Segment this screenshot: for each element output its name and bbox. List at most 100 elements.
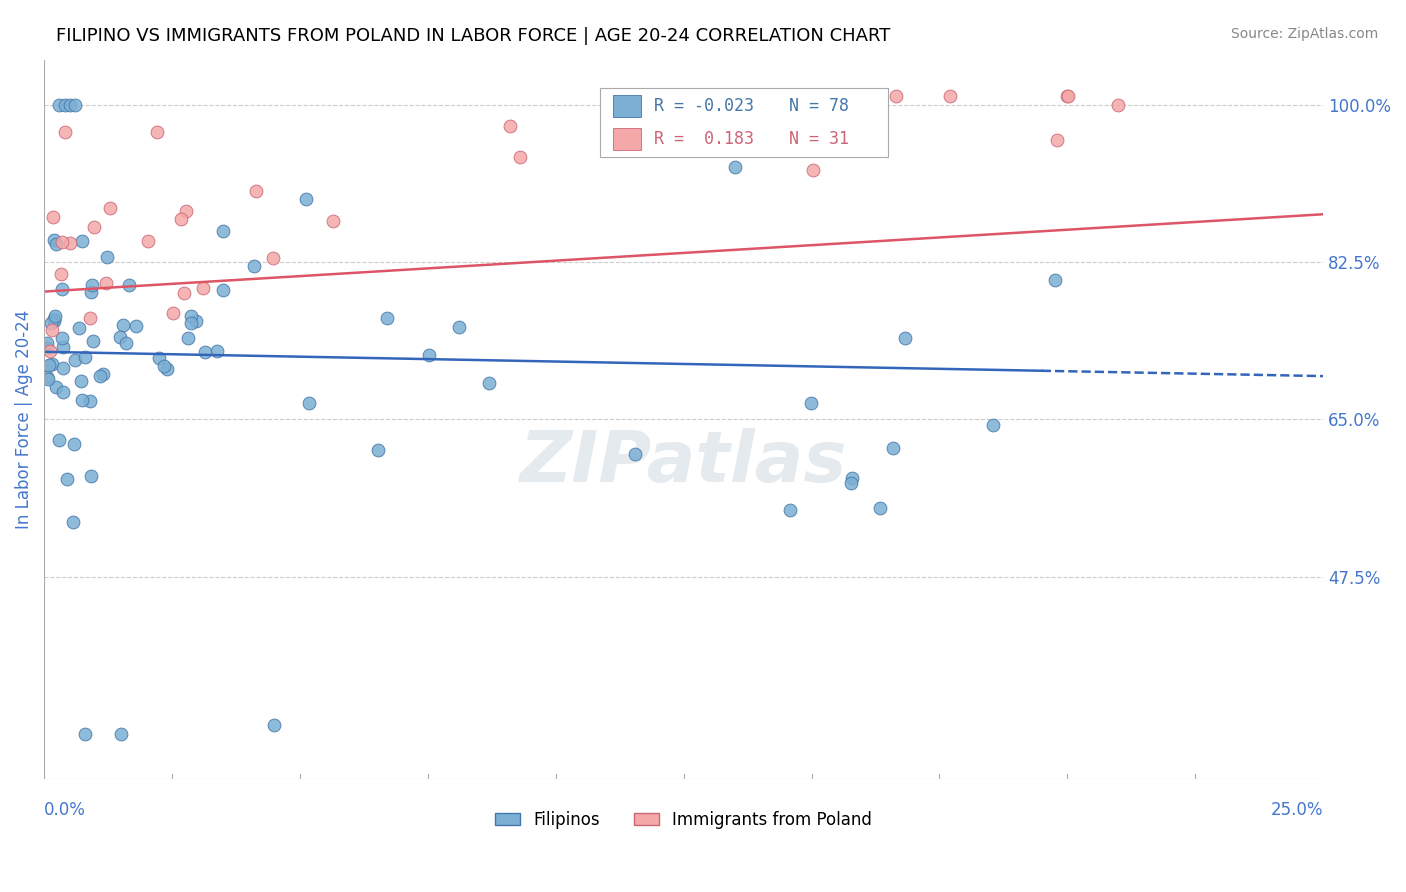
Point — [295, 192, 318, 206]
Point — [42, 210, 65, 224]
Text: N = 78: N = 78 — [789, 97, 848, 115]
Point — [148, 351, 170, 365]
Point — [51, 282, 73, 296]
Point — [800, 396, 823, 410]
Point — [91, 368, 114, 382]
Point — [180, 316, 202, 330]
Point — [724, 161, 747, 175]
Point — [59, 235, 82, 250]
Point — [79, 310, 101, 325]
Point — [80, 469, 103, 483]
Point — [322, 214, 344, 228]
Point — [1108, 97, 1130, 112]
Point — [839, 475, 862, 490]
Point — [882, 442, 904, 456]
Point — [180, 309, 202, 323]
Point — [156, 362, 179, 376]
Point — [65, 353, 87, 368]
Point — [38, 359, 60, 373]
Point — [117, 277, 139, 292]
Point — [176, 330, 198, 344]
Point — [80, 285, 103, 299]
Point — [262, 252, 284, 266]
Point — [124, 319, 146, 334]
Point — [45, 380, 67, 394]
Point — [94, 277, 117, 291]
Point — [478, 376, 501, 390]
Point — [983, 417, 1005, 432]
Point — [152, 359, 174, 373]
Text: 25.0%: 25.0% — [1271, 801, 1323, 820]
Point — [96, 250, 118, 264]
Text: N = 31: N = 31 — [789, 130, 848, 148]
Point — [245, 185, 267, 199]
Point — [211, 224, 233, 238]
Text: ZIPatlas: ZIPatlas — [520, 428, 848, 497]
FancyBboxPatch shape — [613, 95, 641, 117]
Point — [89, 368, 111, 383]
Point — [173, 286, 195, 301]
Point — [42, 314, 65, 328]
Point — [801, 163, 824, 178]
Point — [56, 472, 79, 486]
Point — [1056, 88, 1078, 103]
Point — [212, 283, 235, 297]
Point — [162, 306, 184, 320]
Point — [53, 124, 76, 138]
Point — [39, 317, 62, 331]
Text: Source: ZipAtlas.com: Source: ZipAtlas.com — [1230, 27, 1378, 41]
FancyBboxPatch shape — [613, 128, 641, 150]
Point — [44, 237, 66, 252]
Point — [111, 318, 134, 333]
Point — [1046, 133, 1069, 147]
Point — [623, 447, 645, 461]
Point — [59, 97, 82, 112]
Point — [110, 727, 132, 741]
Point — [894, 331, 917, 345]
Point — [44, 233, 66, 247]
Point — [44, 312, 66, 326]
Point — [499, 120, 522, 134]
Point — [41, 357, 63, 371]
Text: 0.0%: 0.0% — [44, 801, 86, 820]
Point — [1043, 273, 1066, 287]
Point — [70, 234, 93, 248]
Point — [115, 336, 138, 351]
Point — [73, 727, 96, 741]
Point — [62, 437, 84, 451]
Point — [80, 278, 103, 293]
Point — [869, 500, 891, 515]
Y-axis label: In Labor Force | Age 20-24: In Labor Force | Age 20-24 — [15, 310, 32, 529]
Point — [63, 97, 86, 112]
Point — [35, 370, 58, 384]
Point — [939, 88, 962, 103]
Point — [375, 311, 398, 326]
Point — [884, 88, 907, 103]
Point — [174, 204, 197, 219]
Point — [98, 201, 121, 215]
Point — [48, 97, 70, 112]
Point — [110, 330, 132, 344]
Text: R =  0.183: R = 0.183 — [654, 130, 754, 148]
Text: R = -0.023: R = -0.023 — [654, 97, 754, 115]
Point — [62, 515, 84, 529]
Point — [191, 281, 214, 295]
Point — [53, 97, 76, 112]
Point — [67, 321, 90, 335]
Point — [51, 235, 73, 250]
Point — [138, 235, 160, 249]
Point — [186, 314, 208, 328]
Point — [766, 128, 789, 143]
Point — [367, 442, 389, 457]
Point — [35, 335, 58, 350]
Point — [39, 343, 62, 358]
Point — [779, 503, 801, 517]
Point — [73, 350, 96, 364]
Point — [44, 310, 66, 324]
Text: FILIPINO VS IMMIGRANTS FROM POLAND IN LABOR FORCE | AGE 20-24 CORRELATION CHART: FILIPINO VS IMMIGRANTS FROM POLAND IN LA… — [56, 27, 890, 45]
Point — [35, 341, 58, 355]
Point — [82, 334, 104, 348]
Point — [509, 150, 531, 164]
Point — [447, 320, 470, 334]
Point — [70, 374, 93, 388]
